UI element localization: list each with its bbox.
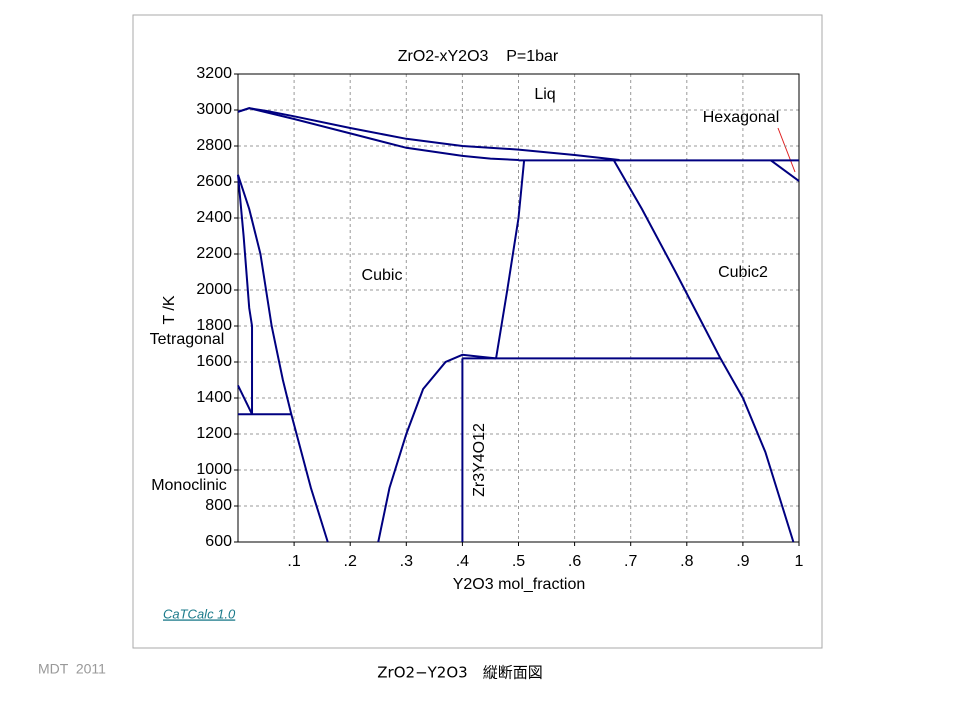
region-label: Cubic2 (718, 264, 768, 281)
y-tick-label: 600 (205, 533, 232, 550)
y-tick-label: 2000 (196, 281, 232, 298)
phase-boundary (237, 174, 329, 543)
x-tick-label: .9 (736, 553, 749, 570)
region-label: Tetragonal (150, 331, 225, 348)
x-tick-label: .3 (400, 553, 413, 570)
y-tick-label: 2200 (196, 245, 232, 262)
region-label: Cubic (362, 267, 403, 284)
y-axis-label: T /K (161, 295, 178, 324)
y-tick-label: 1400 (196, 389, 232, 406)
plot-area (237, 73, 800, 543)
x-tick-label: .4 (456, 553, 469, 570)
x-tick-label: .5 (512, 553, 525, 570)
y-tick-label: 800 (205, 497, 232, 514)
x-tick-label: .2 (344, 553, 357, 570)
y-tick-label: 2600 (196, 173, 232, 190)
y-tick-label: 2800 (196, 137, 232, 154)
y-tick-label: 1800 (196, 317, 232, 334)
x-axis-label: Y2O3 mol_fraction (453, 576, 586, 593)
y-tick-label: 1200 (196, 425, 232, 442)
software-link[interactable]: CaTCalc 1.0 (163, 606, 236, 621)
author: MDT 2011 (38, 661, 106, 677)
caption: ZrO2−Y2O3 縦断面図 (377, 664, 542, 682)
y-tick-label: 3200 (196, 65, 232, 82)
phase-boundary (495, 160, 526, 359)
phase-boundary (377, 353, 497, 543)
x-tick-label: .7 (624, 553, 637, 570)
phase-boundary (237, 174, 254, 415)
x-tick-label: .1 (287, 553, 300, 570)
chart-title: ZrO2-xY2O3 P=1bar (398, 48, 559, 65)
region-label: Hexagonal (703, 109, 780, 126)
region-label: Zr3Y4O12 (471, 423, 488, 497)
phase-boundary (237, 384, 253, 415)
phase-boundary (770, 159, 800, 182)
y-tick-label: 2400 (196, 209, 232, 226)
region-label: Liq (534, 86, 555, 103)
y-tick-label: 1000 (196, 461, 232, 478)
region-label: Monoclinic (151, 477, 227, 494)
pointer (777, 127, 796, 173)
y-tick-label: 1600 (196, 353, 232, 370)
x-tick-label: .6 (568, 553, 581, 570)
x-tick-label: .8 (680, 553, 693, 570)
x-tick-label: 1 (795, 553, 804, 570)
phase-boundary (237, 107, 519, 162)
y-tick-label: 3000 (196, 101, 232, 118)
